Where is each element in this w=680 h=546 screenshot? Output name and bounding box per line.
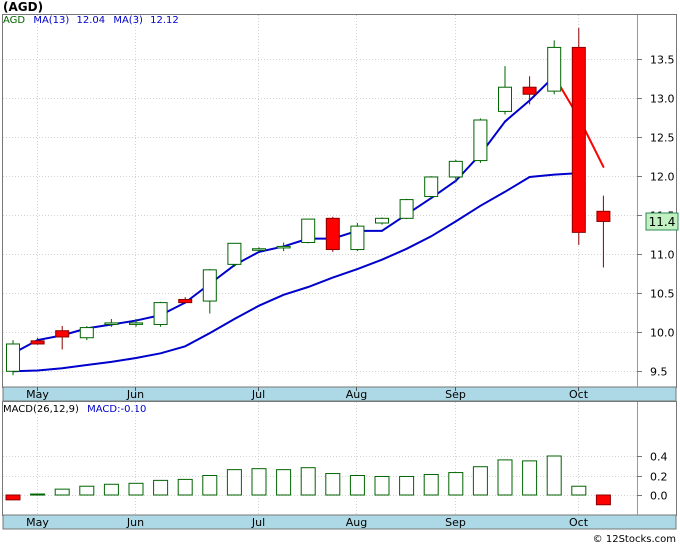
last-price-badge [645, 212, 679, 231]
candle-body [227, 242, 242, 265]
price-tick-label: 11.0 [650, 249, 675, 262]
macd-tick-label: 0.0 [650, 490, 668, 503]
price-tick-label: 12.0 [650, 171, 675, 184]
macd-bar [30, 493, 46, 496]
macd-bar [571, 485, 587, 496]
candle-body [202, 269, 217, 302]
macd-month-label: May [26, 516, 49, 529]
candle-body [399, 199, 414, 219]
candle-body [424, 176, 439, 197]
macd-bar [595, 494, 611, 506]
legend-ma3-value: 12.12 [150, 15, 179, 26]
macd-bar [448, 472, 464, 496]
macd-tick-label: 0.2 [650, 471, 668, 484]
candle-body [350, 225, 365, 251]
candle-body [30, 340, 45, 345]
price-tick-label: 9.5 [650, 366, 668, 379]
macd-bar [251, 468, 267, 496]
macd-bar [202, 475, 218, 496]
legend-ma3-label: MA(3) [113, 15, 143, 26]
macd-tick-label: 0.4 [650, 451, 668, 464]
candle-body [178, 298, 193, 304]
watermark: © 12Stocks.com [593, 534, 676, 545]
candle-body [55, 330, 70, 338]
price-tick-label: 13.0 [650, 93, 675, 106]
candle-body [276, 245, 291, 249]
macd-bar [128, 482, 144, 496]
price-month-label: Jun [126, 388, 144, 401]
macd-month-label: Aug [346, 516, 367, 529]
legend-ma13-label: MA(13) [33, 15, 70, 26]
macd-legend: MACD(26,12,9) MACD:-0.10 [3, 404, 146, 415]
candle-body [153, 302, 168, 325]
macd-bar [423, 474, 439, 496]
candle-body [498, 86, 512, 112]
price-tick-label: 13.5 [650, 54, 675, 67]
candle-body [375, 217, 389, 224]
macd-bar [546, 455, 562, 496]
macd-bar [226, 469, 242, 496]
macd-bar [349, 475, 365, 496]
macd-panel-frame [2, 401, 677, 516]
candle-body [129, 322, 143, 325]
macd-bar [374, 475, 390, 496]
candle-body [448, 160, 463, 178]
candle-body [301, 218, 316, 244]
macd-bar [79, 485, 95, 496]
macd-bar [325, 473, 341, 496]
candle-body [522, 86, 537, 95]
chart-title: (AGD) [3, 0, 44, 14]
candle-body [473, 119, 488, 162]
last-price-badge-text: 11.4 [649, 215, 676, 229]
macd-bar [153, 479, 169, 496]
macd-bar [5, 494, 21, 501]
candle-body [547, 46, 562, 92]
macd-month-label: Jul [251, 516, 265, 529]
macd-axis-band [2, 514, 677, 530]
legend-macd-value: MACD:-0.10 [87, 404, 147, 415]
macd-bar [497, 459, 513, 496]
legend-ma13-value: 12.04 [76, 15, 106, 26]
price-tick-label: 10.5 [650, 288, 675, 301]
price-month-label: Oct [569, 388, 589, 401]
macd-bar [276, 469, 292, 496]
macd-month-label: Sep [445, 516, 466, 529]
macd-month-label: Jun [126, 516, 144, 529]
macd-bar [103, 483, 119, 496]
ma13-line [12, 172, 579, 373]
macd-bar [177, 478, 193, 496]
macd-bar [54, 488, 70, 496]
price-tick-label: 10.0 [650, 327, 675, 340]
macd-bar [300, 467, 316, 496]
candle-body [571, 46, 586, 233]
price-tick-label: 12.5 [650, 132, 675, 145]
candle-body [325, 217, 340, 251]
macd-bar [399, 475, 415, 496]
price-month-label: May [26, 388, 49, 401]
candle-body [6, 343, 20, 372]
candle-body [252, 248, 266, 251]
macd-bar [522, 460, 538, 496]
candle-body [596, 210, 611, 222]
candle-body [104, 322, 119, 325]
legend-macd-params: MACD(26,12,9) [3, 404, 79, 415]
macd-bar [472, 466, 488, 496]
legend-symbol: AGD [3, 15, 26, 26]
candle-body [79, 327, 94, 339]
price-month-label: Sep [445, 388, 466, 401]
price-month-label: Aug [346, 388, 367, 401]
ma3-line-segment [504, 99, 531, 123]
price-month-label: Jul [251, 388, 265, 401]
macd-month-label: Oct [569, 516, 589, 529]
price-legend: AGD MA(13) 12.04 MA(3) 12.12 [3, 15, 179, 26]
